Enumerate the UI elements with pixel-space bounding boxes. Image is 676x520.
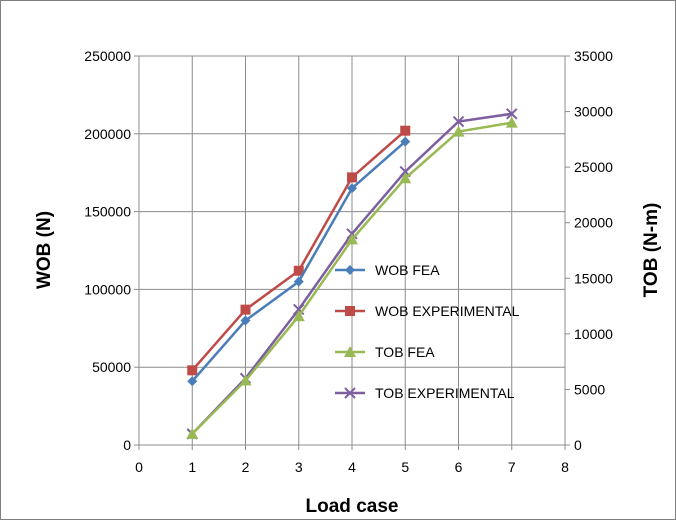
legend-entry: TOB EXPERIMENTAL — [335, 385, 515, 401]
data-point — [452, 115, 465, 128]
data-point — [505, 116, 518, 128]
legend-label: TOB FEA — [375, 344, 435, 360]
y-tick-label: 0 — [123, 437, 131, 453]
data-point — [239, 374, 252, 386]
legend-entry: WOB EXPERIMENTAL — [335, 303, 520, 319]
y2-tick-label: 0 — [574, 437, 582, 453]
series-wob-fea — [187, 136, 411, 387]
y-tick-label: 250000 — [84, 48, 131, 64]
data-point — [292, 310, 305, 322]
y2-tick-label: 10000 — [574, 326, 613, 342]
data-point — [346, 233, 358, 245]
data-point — [506, 108, 518, 120]
series-tob-fea — [186, 116, 518, 439]
data-point — [400, 136, 411, 147]
y2-tick-label: 35000 — [574, 48, 613, 64]
data-point — [187, 365, 198, 376]
x-tick-label: 1 — [188, 459, 196, 475]
series-wob-experimental — [187, 125, 411, 376]
y-tick-label: 100000 — [84, 281, 131, 297]
y-tick-label: 150000 — [84, 204, 131, 220]
legend-label: WOB FEA — [375, 262, 440, 278]
data-point — [347, 172, 357, 183]
legend-label: TOB EXPERIMENTAL — [375, 385, 515, 401]
y2-tick-label: 30000 — [574, 104, 613, 120]
data-point — [452, 125, 465, 137]
data-point — [293, 276, 304, 287]
legend-marker — [345, 306, 355, 316]
x-tick-label: 6 — [455, 459, 463, 475]
x-tick-label: 5 — [401, 459, 409, 475]
axes — [134, 55, 570, 450]
data-point — [347, 183, 357, 194]
x-tick-label: 0 — [135, 459, 143, 475]
data-point — [187, 376, 198, 387]
data-point — [293, 265, 304, 276]
data-point — [400, 125, 411, 136]
data-point — [186, 427, 199, 439]
x-tick-label: 4 — [348, 459, 356, 475]
y2-tick-label: 15000 — [574, 270, 613, 286]
data-point — [240, 304, 251, 315]
legend-label: WOB EXPERIMENTAL — [375, 303, 520, 319]
y-tick-label: 50000 — [92, 359, 131, 375]
y-tick-label: 200000 — [84, 126, 131, 142]
x-tick-label: 7 — [508, 459, 516, 475]
data-point — [399, 172, 412, 184]
x-axis-title: Load case — [306, 496, 399, 517]
legend: WOB FEA WOB EXPERIMENTAL TOB FEA TOB EXPERI… — [335, 262, 520, 401]
legend-entry: TOB FEA — [335, 344, 435, 360]
x-tick-label: 2 — [242, 459, 250, 475]
y2-tick-label: 25000 — [574, 159, 613, 175]
y2-tick-label: 20000 — [574, 215, 613, 231]
y2-axis-title: TOB (N-m) — [641, 203, 662, 298]
y-axis-title: WOB (N) — [34, 211, 55, 289]
legend-entry: WOB FEA — [335, 262, 440, 278]
x-tick-label: 8 — [561, 459, 569, 475]
legend-marker — [344, 387, 356, 399]
legend-marker — [345, 265, 355, 275]
x-tick-label: 3 — [295, 459, 303, 475]
legend-marker — [344, 346, 356, 357]
data-point — [240, 315, 251, 326]
tick-labels: 0 1 2 3 4 5 6 7 80500001000001500002000002500000… — [84, 48, 613, 475]
y2-tick-label: 5000 — [574, 381, 605, 397]
series-group — [186, 108, 518, 440]
